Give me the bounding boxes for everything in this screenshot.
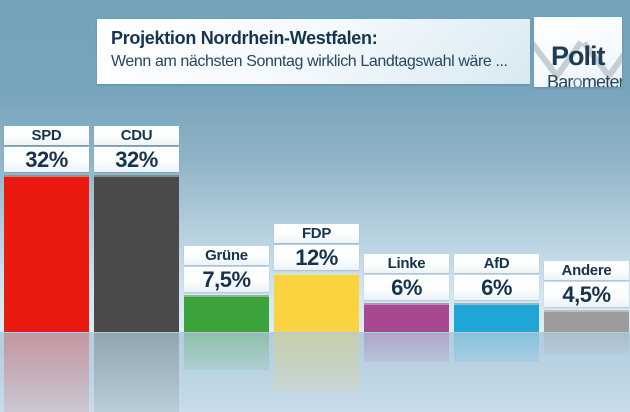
party-name-label-grune: Grüne [184, 246, 269, 265]
value-label-andere: 4,5% [544, 282, 629, 307]
bar-column-linke: Linke 6% [364, 0, 449, 412]
party-name-label-linke: Linke [364, 254, 449, 273]
value-label-linke: 6% [364, 275, 449, 300]
bar-reflection-afd [454, 333, 539, 362]
bar-reflection-spd [4, 333, 89, 412]
bar-reflection-grune [184, 333, 269, 370]
bar-column-afd: AfD 6% [454, 0, 539, 412]
party-name-label-spd: SPD [4, 126, 89, 145]
bar-reflection-cdu [94, 333, 179, 412]
logo-barometer-pre: Bar [547, 72, 573, 87]
value-label-cdu: 32% [94, 147, 179, 172]
party-name-label-cdu: CDU [94, 126, 179, 145]
party-name-label-afd: AfD [454, 254, 539, 273]
bar-reflection-fdp [274, 333, 359, 392]
party-name-label-fdp: FDP [274, 224, 359, 243]
checkmark-icon [534, 40, 622, 82]
chart-floor [0, 332, 630, 412]
value-label-grune: 7,5% [184, 267, 269, 292]
header-box: Projektion Nordrhein-Westfalen: Wenn am … [97, 19, 530, 84]
bar-reflection-andere [544, 333, 629, 355]
header-subtitle: Wenn am nächsten Sonntag wirklich Landta… [111, 53, 508, 70]
bar-afd [454, 303, 539, 332]
value-label-afd: 6% [454, 275, 539, 300]
logo-barometer-text: Barometer [547, 73, 622, 87]
bar-column-spd: SPD 32% [4, 0, 89, 412]
header-title: Projektion Nordrhein-Westfalen: [111, 28, 378, 48]
bar-andere [544, 310, 629, 332]
bar-fdp [274, 273, 359, 332]
bar-column-andere: Andere 4,5% [544, 0, 629, 412]
logo-barometer-o: o [572, 72, 583, 87]
bar-cdu [94, 175, 179, 332]
bar-column-fdp: FDP 12% [274, 0, 359, 412]
bar-linke [364, 303, 449, 332]
logo-polit-text: Polit [551, 41, 605, 71]
politbarometer-logo: Polit Barometer [534, 17, 622, 87]
bar-grune [184, 295, 269, 332]
value-label-spd: 32% [4, 147, 89, 172]
value-label-fdp: 12% [274, 245, 359, 270]
bar-reflection-linke [364, 333, 449, 362]
bar-column-grune: Grüne 7,5% [184, 0, 269, 412]
logo-barometer-post: meter [581, 72, 622, 87]
party-name-label-andere: Andere [544, 261, 629, 280]
bar-column-cdu: CDU 32% [94, 0, 179, 412]
bar-spd [4, 175, 89, 332]
